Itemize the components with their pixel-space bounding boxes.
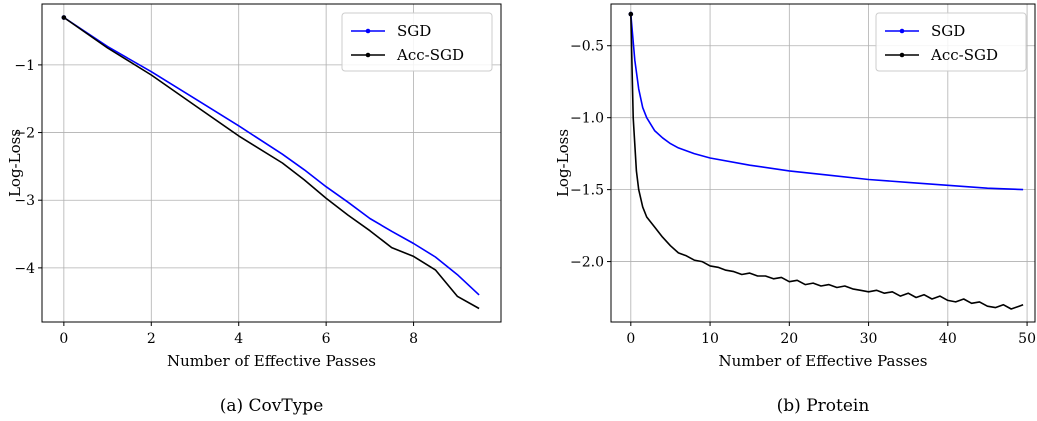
legend-swatch-marker (899, 28, 905, 34)
y-tick-label: −0.5 (570, 39, 604, 55)
y-tick-label: −4 (14, 261, 35, 277)
legend-label: Acc-SGD (930, 46, 998, 64)
series-line-sgd (630, 14, 1024, 191)
x-tick-label: 30 (860, 331, 878, 347)
legend-label: SGD (931, 22, 965, 40)
y-tick-label: −3 (14, 193, 35, 209)
legend-label: Acc-SGD (396, 46, 464, 64)
x-tick-label: 0 (59, 331, 68, 347)
series-line-sgd (63, 16, 480, 296)
series-line-acc-sgd (63, 16, 480, 310)
panel-protein: 0 10 20 30 40 50 −0.5 −1.0 −1.5 −2.0 SGD Acc-SGD Num… (554, 3, 1036, 416)
x-tick-label: 4 (234, 331, 243, 347)
plot-frame (41, 3, 502, 323)
x-tick-label: 20 (780, 331, 798, 347)
series-line-acc-sgd (630, 14, 1024, 310)
y-tick-label: −1.5 (570, 183, 604, 199)
x-tick-label: 8 (409, 331, 418, 347)
x-axis-label: Number of Effective Passes (719, 352, 928, 370)
figure-caption: (a) CovType (220, 396, 324, 416)
legend-swatch-marker (365, 28, 371, 34)
series-start-marker (61, 15, 67, 20)
y-tick-label: −1.0 (570, 111, 604, 127)
x-tick-label: 10 (701, 331, 719, 347)
y-tick-label: −1 (14, 58, 35, 74)
x-tick-label: 0 (626, 331, 635, 347)
legend-box (875, 12, 1027, 72)
x-tick-label: 40 (939, 331, 957, 347)
legend-box (341, 12, 493, 72)
x-tick-label: 6 (322, 331, 331, 347)
legend-swatch-marker (899, 52, 905, 58)
y-tick-label: −2 (14, 126, 35, 142)
panel-covtype: 0 2 4 6 8 −1 −2 −3 −4 SGD Acc-SGD Number of Effecti… (6, 3, 502, 416)
figure-caption: (b) Protein (777, 396, 870, 416)
x-tick-label: 2 (147, 331, 156, 347)
y-axis-label: Log-Loss (6, 129, 24, 197)
legend-label: SGD (397, 22, 431, 40)
legend-swatch-marker (365, 52, 371, 58)
x-tick-label: 50 (1018, 331, 1036, 347)
series-start-marker (628, 11, 634, 17)
plot-frame (610, 3, 1036, 323)
x-axis-label: Number of Effective Passes (167, 352, 376, 370)
y-axis-label: Log-Loss (554, 129, 572, 197)
y-tick-label: −2.0 (570, 255, 604, 271)
